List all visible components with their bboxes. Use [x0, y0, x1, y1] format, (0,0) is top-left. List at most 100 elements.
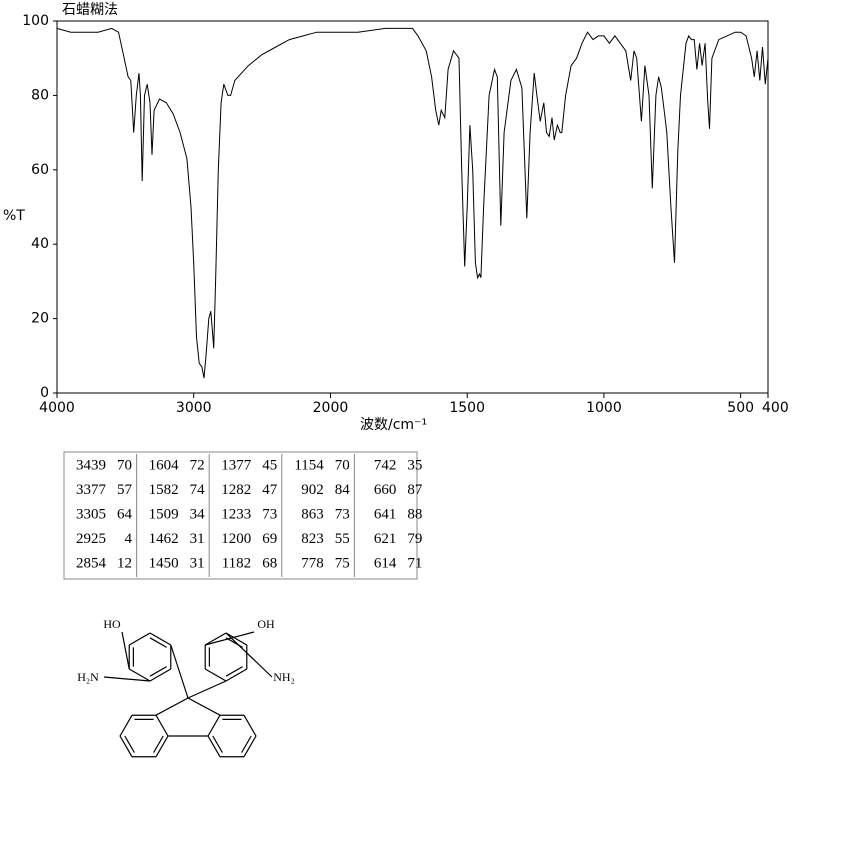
x-tick-label: 500 [727, 400, 754, 416]
bond [225, 668, 248, 682]
table-cell: 31 [190, 531, 205, 547]
bond [155, 697, 189, 716]
table-cell: 902 [301, 482, 324, 498]
atom-label: HO [103, 617, 121, 631]
table-cell: 823 [301, 531, 324, 547]
table-cell: 84 [335, 482, 351, 498]
x-tick-label: 1500 [449, 400, 485, 416]
x-tick-label: 1000 [586, 400, 622, 416]
bond [205, 631, 255, 646]
table-cell: 2854 [76, 555, 107, 571]
table-cell: 71 [407, 555, 422, 571]
x-tick-label: 4000 [39, 400, 75, 416]
table-cell: 70 [335, 457, 350, 473]
table-cell: 1233 [221, 506, 251, 522]
bond [204, 668, 227, 682]
table-cell: 31 [190, 555, 205, 571]
bond [243, 735, 257, 758]
table-cell: 45 [262, 457, 277, 473]
table-cell: 863 [301, 506, 324, 522]
x-tick-label: 3000 [176, 400, 212, 416]
bond [187, 680, 227, 699]
bond [149, 632, 172, 646]
spectrum-line [56, 27, 769, 379]
table-cell: 47 [262, 482, 278, 498]
table-cell: 72 [190, 457, 205, 473]
table-cell: 75 [335, 555, 350, 571]
bond [225, 666, 243, 677]
bond [128, 668, 151, 682]
table-cell: 1509 [149, 506, 179, 522]
bond [128, 632, 151, 646]
table-cell: 64 [117, 506, 133, 522]
table-cell: 1450 [149, 555, 179, 571]
bond [225, 632, 248, 646]
bond [243, 714, 257, 737]
y-tick-label: 80 [31, 87, 49, 103]
bond [207, 735, 221, 758]
table-cell: 70 [117, 457, 132, 473]
bond [121, 631, 130, 670]
table-cell: 742 [374, 457, 397, 473]
bond [119, 714, 133, 737]
bond [207, 714, 221, 737]
table-cell: 55 [335, 531, 350, 547]
table-cell: 3377 [76, 482, 107, 498]
bond [119, 735, 133, 758]
x-tick-label: 2000 [313, 400, 349, 416]
plot-frame [56, 20, 769, 394]
y-tick-label: 0 [40, 385, 49, 401]
table-cell: 74 [190, 482, 206, 498]
bond [155, 714, 169, 737]
y-tick-label: 60 [31, 162, 49, 178]
atom-label: H₂N [77, 670, 99, 684]
bond [149, 666, 167, 677]
x-axis-label: 波数/cm⁻¹ [360, 417, 427, 433]
table-cell: 2925 [76, 531, 106, 547]
bond [204, 632, 227, 646]
bond [187, 697, 221, 716]
table-cell: 614 [374, 555, 397, 571]
table-cell: 68 [262, 555, 277, 571]
bond [153, 735, 164, 753]
chart-title: 石蜡糊法 [62, 2, 118, 18]
table-cell: 88 [407, 506, 422, 522]
bond [103, 676, 151, 682]
table-cell: 1377 [221, 457, 252, 473]
y-tick-label: 20 [31, 311, 49, 327]
table-cell: 3439 [76, 457, 106, 473]
bond [149, 637, 167, 648]
table-cell: 12 [117, 555, 132, 571]
table-cell: 1182 [222, 555, 251, 571]
atom-label: NH₂ [273, 670, 295, 684]
table-cell: 641 [374, 506, 397, 522]
table-cell: 1462 [149, 531, 179, 547]
bond [170, 644, 189, 699]
table-cell: 57 [117, 482, 133, 498]
structure [103, 631, 273, 758]
table-cell: 3305 [76, 506, 106, 522]
table-cell: 73 [335, 506, 350, 522]
table-cell: 4 [125, 531, 133, 547]
x-tick-label: 400 [762, 400, 789, 416]
bond [212, 735, 223, 753]
table-cell: 73 [262, 506, 277, 522]
table-frame [63, 451, 418, 580]
table-cell: 87 [407, 482, 423, 498]
table-cell: 1282 [221, 482, 251, 498]
table-cell: 1582 [149, 482, 179, 498]
table-cell: 1604 [149, 457, 180, 473]
table-cell: 69 [262, 531, 277, 547]
table-cell: 660 [374, 482, 397, 498]
table-cell: 778 [301, 555, 324, 571]
bond [241, 735, 252, 753]
bond [149, 668, 172, 682]
bond [225, 632, 273, 678]
y-tick-label: 40 [31, 236, 49, 252]
bond [124, 735, 135, 753]
table-cell: 79 [407, 531, 422, 547]
bond [155, 735, 169, 758]
y-tick-label: 100 [22, 13, 49, 29]
y-axis-label: %T [3, 208, 25, 224]
table-cell: 35 [407, 457, 422, 473]
